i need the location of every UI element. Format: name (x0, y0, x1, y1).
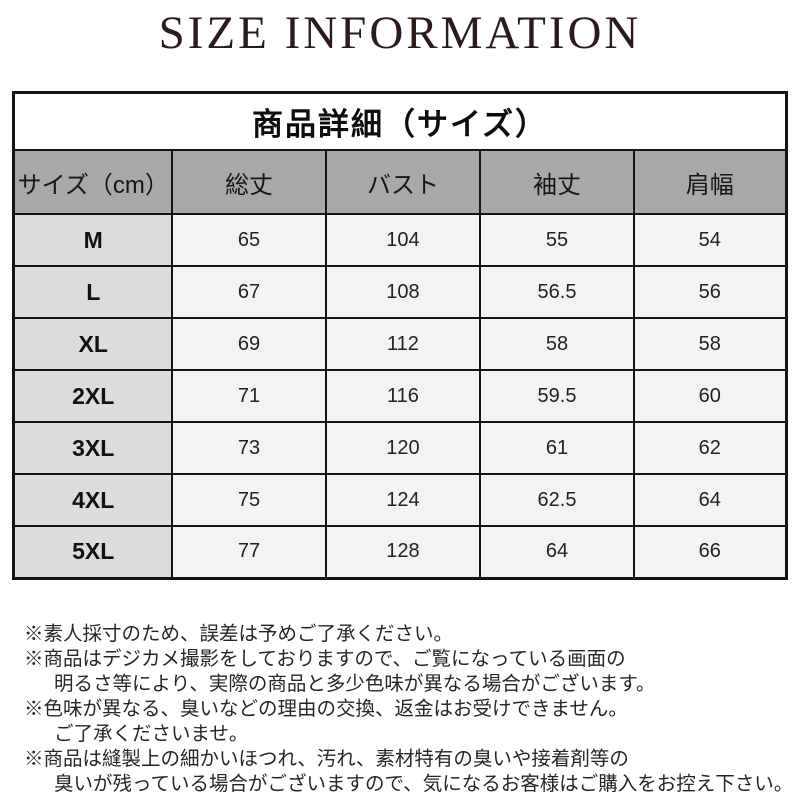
size-cell: 4XL (12, 473, 173, 527)
value-cell: 56 (632, 265, 788, 319)
column-header-shoulder: 肩幅 (632, 149, 788, 215)
value-cell: 54 (632, 213, 788, 267)
size-information-page: { "page": { "title": "SIZE INFORMATION" … (0, 6, 800, 806)
value-cell: 104 (324, 213, 481, 267)
table-row: 2XL 71 116 59.5 60 (12, 369, 788, 423)
value-cell: 77 (170, 525, 327, 579)
note-line: ご了承くださいませ。 (54, 722, 249, 745)
note-line: ※素人採寸のため、誤差は予めご了承ください。 (24, 622, 454, 645)
size-cell: L (12, 265, 173, 319)
value-cell: 108 (324, 265, 481, 319)
value-cell: 124 (324, 473, 481, 527)
value-cell: 120 (324, 421, 481, 475)
value-cell: 59.5 (478, 369, 635, 423)
value-cell: 112 (324, 317, 481, 371)
note-line: 明るさ等により、実際の商品と多少色味が異なる場合がございます。 (54, 672, 656, 695)
value-cell: 128 (324, 525, 481, 579)
table-caption: 商品詳細（サイズ） (12, 91, 788, 151)
value-cell: 66 (632, 525, 788, 579)
table-row: 5XL 77 128 64 66 (12, 525, 788, 579)
table-row: 3XL 73 120 61 62 (12, 421, 788, 475)
size-table: 商品詳細（サイズ） サイズ（cm） 総丈 バスト 袖丈 肩幅 M 65 104 … (12, 91, 788, 580)
column-header-size: サイズ（cm） (12, 149, 173, 215)
value-cell: 61 (478, 421, 635, 475)
value-cell: 62.5 (478, 473, 635, 527)
table-row: 4XL 75 124 62.5 64 (12, 473, 788, 527)
column-header-bust: バスト (324, 149, 481, 215)
table-header-row: サイズ（cm） 総丈 バスト 袖丈 肩幅 (12, 149, 788, 215)
column-header-length: 総丈 (170, 149, 327, 215)
size-cell: 3XL (12, 421, 173, 475)
column-header-sleeve: 袖丈 (478, 149, 635, 215)
value-cell: 64 (632, 473, 788, 527)
value-cell: 75 (170, 473, 327, 527)
value-cell: 58 (632, 317, 788, 371)
value-cell: 67 (170, 265, 327, 319)
size-cell: 2XL (12, 369, 173, 423)
value-cell: 55 (478, 213, 635, 267)
table-row: XL 69 112 58 58 (12, 317, 788, 371)
page-title: SIZE INFORMATION (158, 7, 642, 59)
value-cell: 64 (478, 525, 635, 579)
value-cell: 73 (170, 421, 327, 475)
note-line: ※色味が異なる、臭いなどの理由の交換、返金はお受けできません。 (24, 697, 628, 720)
value-cell: 58 (478, 317, 635, 371)
value-cell: 62 (632, 421, 788, 475)
note-line: 臭いが残っている場合がございますので、気になるお客様はご購入をお控え下さい。 (54, 772, 794, 795)
table-caption-row: 商品詳細（サイズ） (12, 91, 788, 151)
note-line: ※商品は縫製上の細かいほつれ、汚れ、素材特有の臭いや接着剤等の (24, 747, 629, 770)
value-cell: 116 (324, 369, 481, 423)
note-line: ※商品はデジカメ撮影をしておりますので、ご覧になっている画面の (24, 647, 626, 670)
table-row: L 67 108 56.5 56 (12, 265, 788, 319)
size-cell: 5XL (12, 525, 173, 579)
value-cell: 56.5 (478, 265, 635, 319)
value-cell: 69 (170, 317, 327, 371)
size-cell: XL (12, 317, 173, 371)
value-cell: 71 (170, 369, 327, 423)
value-cell: 60 (632, 369, 788, 423)
notes-section: ※素人採寸のため、誤差は予めご了承ください。 ※商品はデジカメ撮影をしております… (24, 622, 794, 797)
size-cell: M (12, 213, 173, 267)
table-row: M 65 104 55 54 (12, 213, 788, 267)
value-cell: 65 (170, 213, 327, 267)
